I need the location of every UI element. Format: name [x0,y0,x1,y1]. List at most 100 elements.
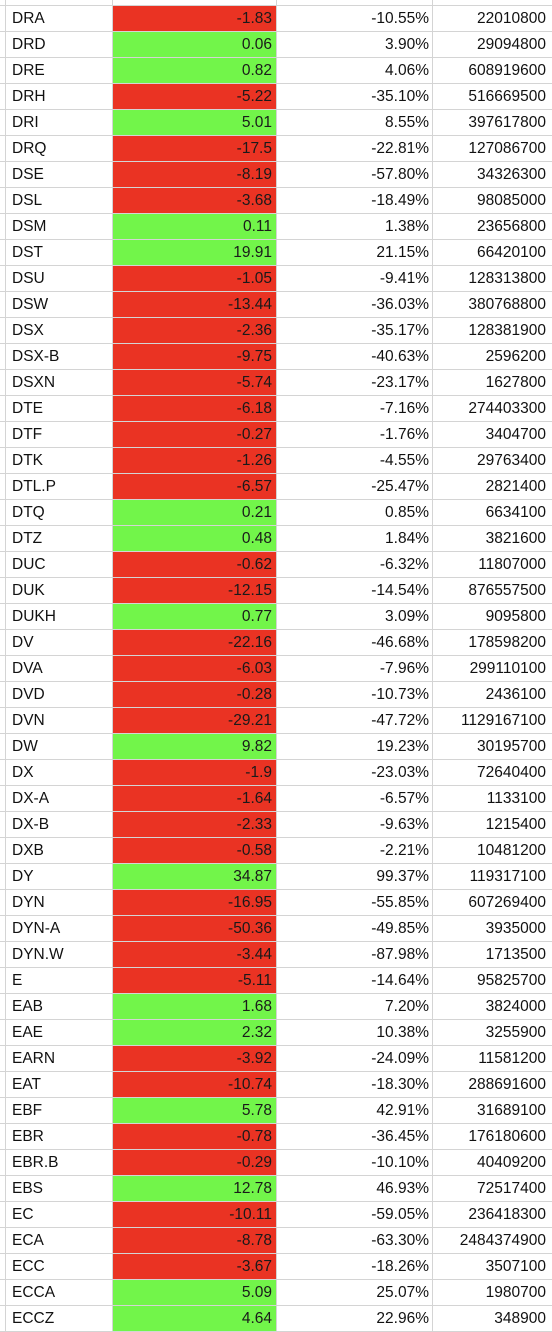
volume-cell[interactable]: 29763400 [477,451,546,469]
price-change-cell[interactable]: -5.11 [113,968,277,993]
volume-cell[interactable]: 72640400 [477,763,546,781]
row-margin-cell[interactable] [0,552,6,577]
price-change-cell[interactable]: 9.82 [113,734,277,759]
volume-cell[interactable]: 2821400 [485,477,546,495]
volume-cell[interactable]: 608919600 [468,61,546,79]
price-change-cell[interactable]: -0.29 [113,1150,277,1175]
row-margin-cell[interactable] [0,1046,6,1071]
row-margin-cell[interactable] [0,1072,6,1097]
ticker-cell[interactable]: DY [6,864,113,889]
volume-cell[interactable]: 6634100 [485,503,546,521]
percent-change-cell[interactable]: 7.20% [277,994,433,1019]
price-change-cell[interactable]: -13.44 [113,292,277,317]
price-change-cell[interactable]: -2.36 [113,318,277,343]
price-change-cell[interactable]: -6.03 [113,656,277,681]
volume-cell[interactable]: 176180600 [468,1127,546,1145]
percent-change-cell[interactable]: 4.06% [277,58,433,83]
row-margin-cell[interactable] [0,266,6,291]
percent-change-cell[interactable]: -36.03% [277,292,433,317]
row-margin-cell[interactable] [0,448,6,473]
percent-change-cell[interactable]: 42.91% [277,1098,433,1123]
volume-cell[interactable]: 3821600 [485,529,546,547]
percent-change-cell[interactable]: 46.93% [277,1176,433,1201]
row-margin-cell[interactable] [0,942,6,967]
ticker-cell[interactable]: DTL.P [6,474,113,499]
volume-cell[interactable]: 3507100 [485,1257,546,1275]
percent-change-cell[interactable]: 25.07% [277,1280,433,1305]
ticker-cell[interactable]: ECCA [6,1280,113,1305]
volume-cell[interactable]: 274403300 [468,399,546,417]
ticker-cell[interactable]: EBR [6,1124,113,1149]
row-margin-cell[interactable] [0,916,6,941]
ticker-cell[interactable]: EAT [6,1072,113,1097]
volume-cell[interactable]: 11581200 [478,1049,546,1067]
ticker-cell[interactable]: DRQ [6,136,113,161]
ticker-cell[interactable]: E [6,968,113,993]
row-margin-cell[interactable] [0,786,6,811]
ticker-cell[interactable]: DRA [6,6,113,31]
ticker-cell[interactable]: DUK [6,578,113,603]
price-change-cell[interactable]: -2.33 [113,812,277,837]
volume-cell[interactable]: 2484374900 [459,1231,546,1249]
price-change-cell[interactable]: -3.68 [113,188,277,213]
ticker-cell[interactable]: DSU [6,266,113,291]
percent-change-cell[interactable]: -57.80% [277,162,433,187]
ticker-cell[interactable]: DTQ [6,500,113,525]
percent-change-cell[interactable]: -35.17% [277,318,433,343]
row-margin-cell[interactable] [0,32,6,57]
volume-cell[interactable]: 98085000 [477,191,546,209]
ticker-cell[interactable]: DYN [6,890,113,915]
row-margin-cell[interactable] [0,864,6,889]
volume-cell[interactable]: 34326300 [477,165,546,183]
percent-change-cell[interactable]: 99.37% [277,864,433,889]
ticker-cell[interactable]: ECA [6,1228,113,1253]
row-margin-cell[interactable] [0,1124,6,1149]
percent-change-cell[interactable]: 1.38% [277,214,433,239]
ticker-cell[interactable]: DX-A [6,786,113,811]
percent-change-cell[interactable]: 0.85% [277,500,433,525]
ticker-cell[interactable]: DVA [6,656,113,681]
volume-cell[interactable]: 11807000 [478,555,546,573]
ticker-cell[interactable]: DSM [6,214,113,239]
row-margin-cell[interactable] [0,1254,6,1279]
ticker-cell[interactable]: DTK [6,448,113,473]
price-change-cell[interactable]: 0.77 [113,604,277,629]
percent-change-cell[interactable]: 10.38% [277,1020,433,1045]
price-change-cell[interactable]: -12.15 [113,578,277,603]
volume-cell[interactable]: 380768800 [468,295,546,313]
price-change-cell[interactable]: -8.19 [113,162,277,187]
row-margin-cell[interactable] [0,422,6,447]
row-margin-cell[interactable] [0,994,6,1019]
price-change-cell[interactable]: -3.67 [113,1254,277,1279]
volume-cell[interactable]: 1713500 [485,945,546,963]
row-margin-cell[interactable] [0,1306,6,1331]
ticker-cell[interactable]: DSX-B [6,344,113,369]
price-change-cell[interactable]: -6.57 [113,474,277,499]
percent-change-cell[interactable]: -46.68% [277,630,433,655]
ticker-cell[interactable]: ECC [6,1254,113,1279]
row-margin-cell[interactable] [0,838,6,863]
price-change-cell[interactable]: 0.82 [113,58,277,83]
row-margin-cell[interactable] [0,760,6,785]
row-margin-cell[interactable] [0,812,6,837]
row-margin-cell[interactable] [0,968,6,993]
row-margin-cell[interactable] [0,1228,6,1253]
volume-cell[interactable]: 9095800 [485,607,546,625]
volume-cell[interactable]: 72517400 [477,1179,546,1197]
percent-change-cell[interactable]: 3.09% [277,604,433,629]
price-change-cell[interactable]: -5.74 [113,370,277,395]
percent-change-cell[interactable]: -22.81% [277,136,433,161]
price-change-cell[interactable]: 5.01 [113,110,277,135]
ticker-cell[interactable]: DTE [6,396,113,421]
ticker-cell[interactable]: DTZ [6,526,113,551]
ticker-cell[interactable]: DYN-A [6,916,113,941]
price-change-cell[interactable]: -1.64 [113,786,277,811]
percent-change-cell[interactable]: -10.10% [277,1150,433,1175]
ticker-cell[interactable]: ECCZ [6,1306,113,1331]
percent-change-cell[interactable]: -23.03% [277,760,433,785]
ticker-cell[interactable]: DRI [6,110,113,135]
row-margin-cell[interactable] [0,1202,6,1227]
price-change-cell[interactable]: -9.75 [113,344,277,369]
row-margin-cell[interactable] [0,396,6,421]
volume-cell[interactable]: 607269400 [468,893,546,911]
